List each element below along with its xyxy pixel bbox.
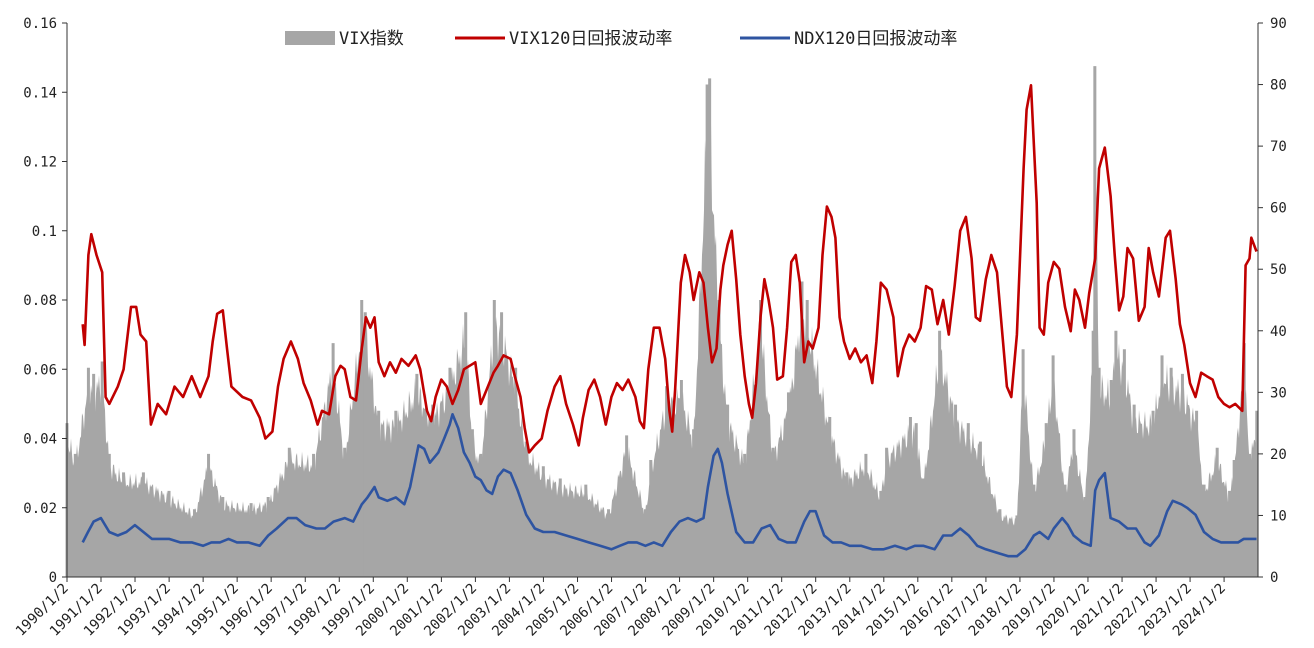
y-right-tick-label: 60 [1270,201,1287,217]
vix-area-layer [65,66,1259,577]
series-line-layer [81,84,1258,558]
y-right-tick-label: 40 [1270,324,1287,340]
legend-label: VIX120日回报波动率 [509,29,672,49]
y-left-tick-label: 0.14 [23,85,57,101]
y-right-tick-label: 0 [1270,570,1278,586]
y-left-tick-label: 0.04 [23,432,57,448]
y-right-tick-label: 90 [1270,16,1287,32]
y-left-tick-label: 0.1 [32,224,57,240]
legend-label: NDX120日回报波动率 [794,29,957,49]
y-right-tick-label: 50 [1270,262,1287,278]
legend: VIX指数 VIX120日回报波动率 NDX120日回报波动率 [285,29,957,49]
y-left-tick-label: 0.06 [23,362,57,378]
legend-swatch-vix [285,31,335,45]
y-left-tick-label: 0.16 [23,16,57,32]
y-left-tick-label: 0 [49,570,57,586]
y-right-tick-label: 80 [1270,78,1287,94]
y-left-tick-label: 0.08 [23,293,57,309]
ndx-volatility-line [81,413,1257,558]
y-right-tick-label: 20 [1270,447,1287,463]
y-left-tick-label: 0.12 [23,155,57,171]
vix-volatility-line [81,84,1258,454]
legend-label: VIX指数 [339,29,404,49]
y-right-tick-label: 30 [1270,385,1287,401]
y-right-tick-label: 10 [1270,508,1287,524]
y-right-tick-label: 70 [1270,139,1287,155]
y-left-tick-label: 0.02 [23,501,57,517]
